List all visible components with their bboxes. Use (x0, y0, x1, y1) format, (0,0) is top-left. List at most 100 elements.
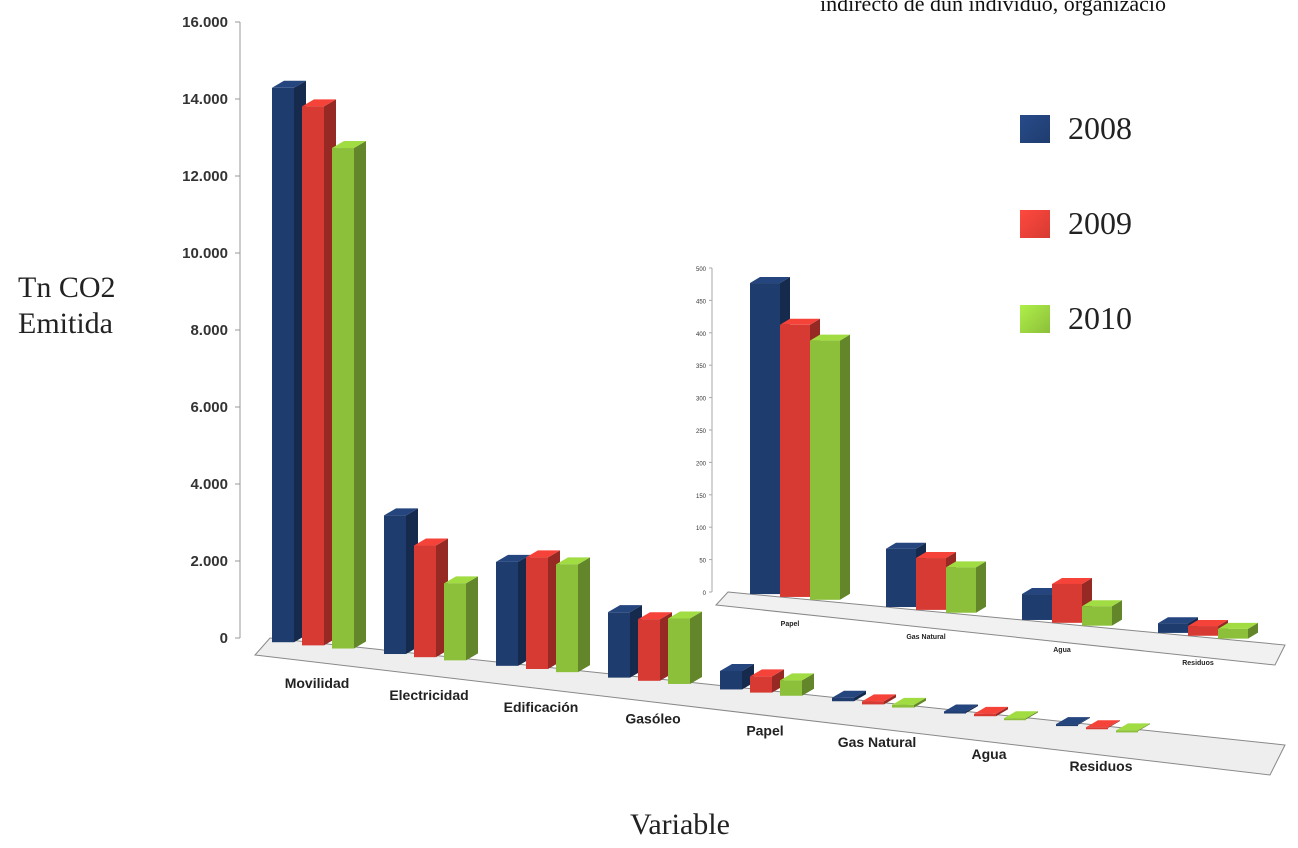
inset-bar-top (946, 561, 986, 568)
bar (556, 564, 578, 673)
inset-bar-top (750, 277, 790, 284)
bar-side (802, 673, 814, 696)
y-tick-label: 4.000 (190, 476, 228, 493)
inset-bar-top (1052, 577, 1092, 584)
inset-floor (714, 591, 1286, 666)
inset-y-tick-label: 50 (699, 559, 706, 565)
y-tick-label: 8.000 (190, 322, 228, 339)
bar-top (974, 706, 1008, 714)
bar (272, 87, 294, 643)
legend-item: 2010 (1020, 300, 1132, 337)
bar-top (1086, 720, 1120, 728)
bar-top (496, 554, 530, 562)
top-note: indirecto de dun individuo, organizació (820, 0, 1167, 16)
bar-top (780, 673, 814, 681)
inset-bar-side (1248, 622, 1258, 639)
inset-bar-top (916, 552, 956, 559)
inset-x-tick-label: Papel (781, 621, 800, 628)
x-tick-label: Agua (972, 746, 1007, 762)
x-tick-label: Electricidad (389, 687, 468, 703)
legend-label: 2008 (1068, 110, 1132, 146)
bar-top (944, 704, 978, 712)
inset-y-tick-label: 100 (696, 526, 707, 532)
bar-side (1138, 723, 1150, 732)
bar-top (1116, 723, 1150, 731)
bar-side (578, 557, 590, 673)
bar-side (854, 690, 866, 702)
inset-bar-top (1158, 617, 1198, 624)
legend-item: 2008 (1020, 110, 1132, 147)
y-tick-label: 14.000 (182, 91, 228, 108)
inset-y-tick-label: 250 (696, 429, 707, 435)
bar-side (996, 706, 1008, 717)
bar-top (526, 550, 560, 558)
inset-y-tick-label: 0 (703, 591, 707, 597)
bar-top (1004, 711, 1038, 719)
bar-side (1108, 720, 1120, 729)
inset-bar-side (840, 334, 850, 600)
x-tick-label: Movilidad (285, 675, 350, 691)
inset-bar (1022, 594, 1052, 620)
inset-bar-top (886, 542, 926, 549)
bar-top (862, 694, 896, 702)
inset-bar (1218, 628, 1248, 639)
inset-bar-top (1188, 620, 1228, 627)
x-tick-label: Gasóleo (625, 711, 680, 727)
inset-y-tick-label: 300 (696, 397, 707, 403)
bar-side (1026, 711, 1038, 720)
bar-side (884, 694, 896, 705)
legend-swatch (1020, 114, 1050, 143)
inset-bar (1082, 606, 1112, 626)
bar-top (272, 80, 306, 88)
y-tick-label: 16.000 (182, 14, 228, 31)
inset-bar-top (780, 318, 820, 325)
bar (974, 713, 996, 717)
inset-x-tick-label: Agua (1053, 647, 1071, 654)
inset-x-tick-label: Gas Natural (906, 634, 945, 641)
bar (1086, 727, 1108, 730)
y-tick-label: 2.000 (190, 553, 228, 570)
bar-side (690, 611, 702, 684)
inset-bar (780, 324, 810, 597)
bar (444, 583, 466, 661)
inset-y-tick-label: 200 (696, 461, 707, 467)
bar-top (444, 576, 478, 584)
bar-top (302, 99, 336, 107)
inset-bar (1158, 623, 1188, 633)
bar (608, 612, 630, 678)
bar-top (750, 669, 784, 677)
bar (302, 106, 324, 646)
inset-bar-top (810, 334, 850, 341)
bar-top (832, 690, 866, 698)
y-tick-label: 6.000 (190, 399, 228, 416)
bar-side (354, 141, 366, 649)
bar (832, 697, 854, 702)
inset-y-tick-label: 500 (696, 267, 707, 273)
inset-y-tick-label: 450 (696, 299, 707, 305)
bar-top (1056, 717, 1090, 725)
x-axis-label: Variable (630, 808, 730, 841)
x-tick-label: Papel (746, 722, 783, 738)
legend-item: 2009 (1020, 205, 1132, 242)
x-tick-label: Residuos (1069, 758, 1132, 774)
y-tick-label: 0 (220, 630, 228, 647)
bar-top (332, 141, 366, 149)
bar (668, 618, 690, 684)
y-axis-label-line2: Emitida (18, 307, 113, 340)
inset-bar (750, 283, 780, 595)
y-tick-label: 10.000 (182, 245, 228, 262)
inset-bar (810, 340, 840, 600)
y-axis-label-line1: Tn CO2 (18, 271, 116, 304)
x-tick-label: Edificación (504, 699, 579, 715)
bar-top (720, 663, 754, 671)
bar (496, 561, 518, 666)
bar (332, 148, 354, 649)
bar-top (414, 538, 448, 546)
inset-bar (916, 558, 946, 610)
bar (892, 704, 914, 708)
bar-side (466, 576, 478, 661)
bar (944, 711, 966, 714)
y-axis-label: Tn CO2 Emitida (18, 270, 116, 342)
